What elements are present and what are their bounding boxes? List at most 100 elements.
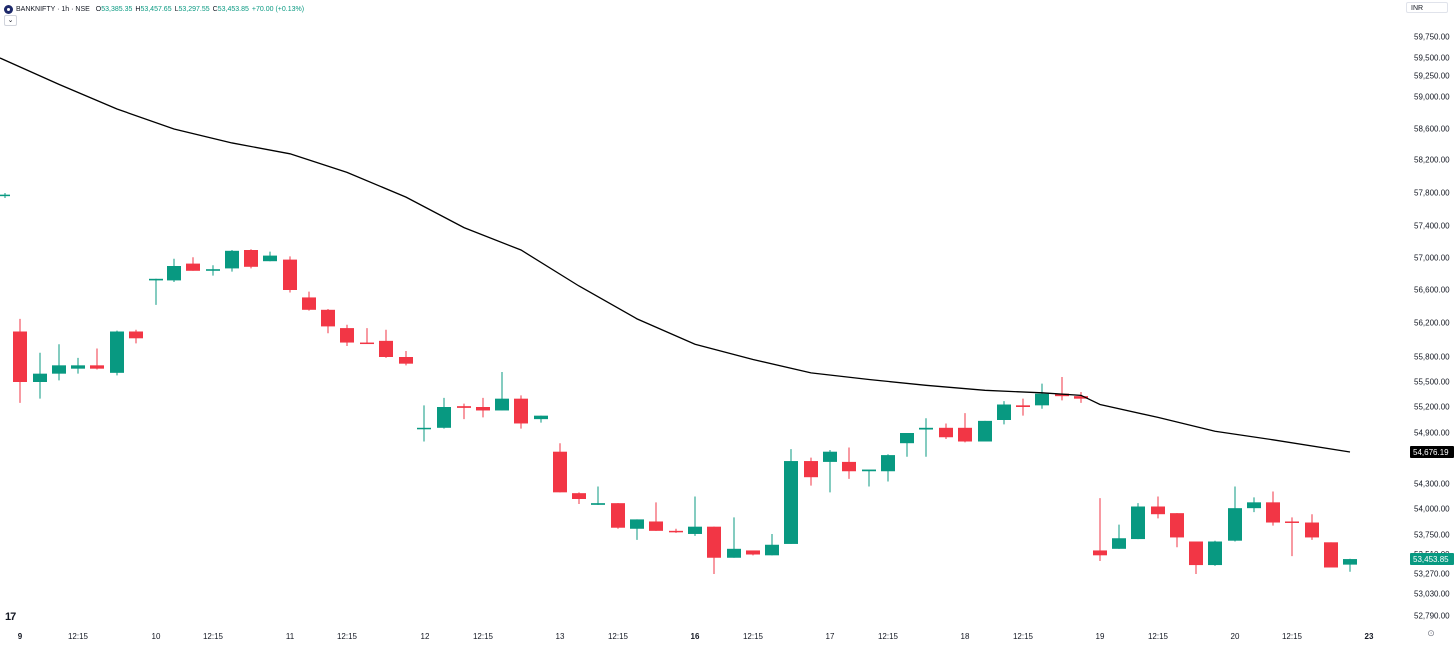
candle-body (0, 194, 10, 197)
candle (1189, 541, 1203, 574)
candle (688, 496, 702, 536)
settings-icon[interactable]: ⊙ (1427, 628, 1435, 638)
candle (13, 318, 27, 403)
candle (707, 526, 721, 574)
x-tick-label: 20 (1231, 632, 1240, 641)
candle-body (881, 455, 895, 472)
candle-body (765, 544, 779, 556)
candle (206, 265, 220, 276)
x-tick-label: 12:15 (608, 632, 629, 641)
moving-average-line (0, 57, 1351, 453)
candle-body (1016, 405, 1030, 407)
candle-body (1151, 506, 1165, 515)
high-value: 53,457.65 (140, 5, 172, 13)
candle-body (302, 297, 316, 310)
candle-body (630, 519, 644, 529)
currency-selector[interactable]: INR (1406, 2, 1448, 13)
y-tick-label: 59,500.00 (1414, 54, 1450, 63)
candle-body (784, 461, 798, 544)
y-tick-label: 58,600.00 (1414, 125, 1450, 134)
candle-body (572, 493, 586, 499)
candle (283, 256, 297, 293)
candle (186, 257, 200, 271)
x-tick-label: 17 (826, 632, 835, 641)
candle-body (1093, 550, 1107, 556)
y-tick-label: 54,000.00 (1414, 505, 1450, 514)
candle (263, 251, 277, 262)
low-value: 53,297.55 (178, 5, 210, 13)
y-tick-label: 58,200.00 (1414, 156, 1450, 165)
candle-body (1055, 393, 1069, 397)
candle-body (649, 521, 663, 531)
candle-body (823, 451, 837, 462)
x-tick-label: 12:15 (203, 632, 224, 641)
y-tick-label: 56,200.00 (1414, 319, 1450, 328)
candle-body (669, 530, 683, 533)
candle-body (476, 407, 490, 411)
candle-body (110, 331, 124, 373)
candle-body (399, 357, 413, 364)
collapse-legend-button[interactable]: ⌄ (4, 15, 17, 26)
candle-body (52, 365, 66, 374)
candle-body (1074, 396, 1088, 399)
candle-body (1305, 522, 1319, 538)
open-value: 53,385.35 (101, 5, 133, 13)
candle (110, 330, 124, 376)
candle (129, 329, 143, 344)
candle-body (1324, 542, 1338, 568)
candle-body (514, 398, 528, 424)
candle-body (437, 407, 451, 428)
candle (1208, 540, 1222, 566)
candle (514, 395, 528, 429)
candle (553, 443, 567, 493)
last-price-tag (1410, 553, 1454, 566)
candle (1131, 503, 1145, 540)
candle-body (283, 259, 297, 290)
candle-body (939, 427, 953, 438)
tradingview-logo-icon[interactable]: 17 (5, 611, 16, 623)
candle (1055, 377, 1069, 401)
candle (495, 372, 509, 411)
candle-body (457, 406, 471, 408)
x-tick-label: 12:15 (878, 632, 899, 641)
candle (919, 418, 933, 457)
candle-body (1170, 513, 1184, 538)
candle (765, 533, 779, 556)
candle (71, 357, 85, 374)
x-tick-label: 23 (1365, 632, 1374, 641)
candle-body (919, 427, 933, 430)
candle-body (1247, 502, 1261, 509)
y-tick-label: 54,900.00 (1414, 429, 1450, 438)
candle-body (688, 526, 702, 534)
candle (1228, 486, 1242, 542)
candle-body (997, 404, 1011, 420)
candle (1343, 558, 1357, 572)
low-key: L (174, 5, 179, 13)
candle (360, 328, 374, 345)
y-tick-label: 57,000.00 (1414, 254, 1450, 263)
symbol-logo-icon (4, 4, 13, 14)
candle (321, 308, 335, 334)
candle-body (244, 250, 258, 267)
y-tick-label: 55,800.00 (1414, 353, 1450, 362)
x-tick-label: 11 (286, 632, 295, 641)
change-value: +70.00 (+0.13%) (251, 5, 305, 13)
y-tick-label: 53,750.00 (1414, 531, 1450, 540)
candle-body (90, 365, 104, 369)
candle (1074, 392, 1088, 403)
candle-body (1035, 393, 1049, 406)
y-tick-label: 57,400.00 (1414, 222, 1450, 231)
x-tick-label: 12:15 (337, 632, 358, 641)
candle-body (534, 415, 548, 420)
candle-body (417, 427, 431, 430)
candle-body (186, 263, 200, 271)
candle (939, 423, 953, 439)
candle-body (727, 548, 741, 558)
candle-body (1208, 541, 1222, 566)
candle (862, 469, 876, 487)
candle (437, 397, 451, 429)
candle-body (900, 433, 914, 444)
candle (52, 344, 66, 381)
symbol-title[interactable]: BANKNIFTY · 1h · NSE (16, 5, 90, 13)
